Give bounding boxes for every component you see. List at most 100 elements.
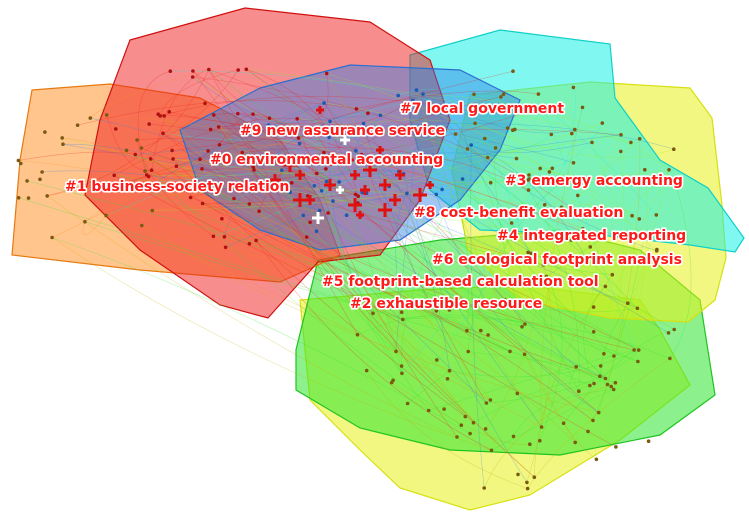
citation-node bbox=[666, 331, 671, 335]
citation-node bbox=[511, 69, 515, 73]
citation-node bbox=[632, 348, 636, 352]
citation-edge bbox=[362, 192, 638, 309]
citation-edge bbox=[592, 384, 608, 421]
citation-node bbox=[146, 174, 151, 179]
citation-edge bbox=[539, 276, 563, 441]
citation-node bbox=[354, 148, 358, 153]
citation-edge bbox=[192, 76, 341, 130]
citation-edge bbox=[219, 113, 270, 145]
citation-node bbox=[61, 142, 65, 146]
citation-node bbox=[114, 127, 118, 131]
citation-edge bbox=[401, 178, 530, 367]
citation-node bbox=[257, 209, 261, 213]
citation-edge bbox=[543, 106, 639, 362]
citation-node bbox=[465, 328, 469, 333]
hub-cross bbox=[363, 163, 377, 177]
citation-edge bbox=[52, 237, 471, 434]
citation-edge bbox=[208, 69, 341, 130]
citation-edge bbox=[213, 96, 502, 237]
citation-edge bbox=[47, 69, 210, 197]
citation-node bbox=[200, 167, 204, 171]
citation-node bbox=[133, 152, 138, 157]
citation-edge bbox=[224, 236, 511, 352]
citation-node bbox=[200, 201, 205, 206]
citation-edge bbox=[246, 69, 606, 379]
citation-node bbox=[198, 157, 202, 161]
citation-edge bbox=[513, 389, 614, 437]
citation-node bbox=[188, 195, 193, 200]
citation-edge bbox=[361, 154, 487, 404]
citation-edge bbox=[47, 137, 299, 197]
hub-cross bbox=[360, 185, 370, 195]
citation-node bbox=[479, 328, 483, 333]
citation-edge bbox=[281, 170, 397, 352]
citation-edge bbox=[172, 128, 622, 151]
hub-markers bbox=[269, 106, 434, 224]
citation-node bbox=[549, 132, 554, 137]
citation-node bbox=[486, 333, 490, 337]
citation-node bbox=[135, 138, 139, 142]
citation-node bbox=[636, 359, 640, 364]
citation-edge bbox=[391, 382, 530, 445]
citation-node bbox=[124, 148, 129, 153]
citation-node bbox=[206, 149, 210, 153]
citation-edge bbox=[225, 194, 437, 248]
citation-edge bbox=[422, 93, 670, 171]
citation-edge bbox=[400, 158, 562, 211]
citation-edge bbox=[296, 118, 458, 438]
citation-node bbox=[50, 235, 54, 240]
citation-node bbox=[360, 190, 365, 195]
citation-edge bbox=[121, 70, 514, 185]
citation-edge bbox=[158, 113, 325, 153]
citation-edge bbox=[255, 123, 364, 241]
citation-node bbox=[538, 438, 542, 443]
citation-node bbox=[667, 168, 671, 172]
hub-cross bbox=[356, 211, 364, 219]
citation-node bbox=[401, 317, 405, 322]
citation-edge bbox=[192, 76, 588, 261]
citation-node bbox=[267, 116, 272, 120]
citation-edge bbox=[289, 172, 443, 193]
citation-node bbox=[145, 188, 149, 192]
citation-node bbox=[203, 101, 207, 106]
citation-edge bbox=[213, 113, 318, 174]
citation-edge bbox=[62, 143, 363, 193]
citation-edge bbox=[242, 152, 605, 355]
citation-edge bbox=[363, 119, 553, 169]
citation-node bbox=[655, 247, 659, 252]
citation-node bbox=[240, 150, 244, 155]
citation-edge bbox=[202, 192, 367, 204]
hub-cross bbox=[283, 158, 297, 172]
citation-edge bbox=[162, 133, 374, 314]
citation-node bbox=[399, 364, 404, 368]
citation-node bbox=[591, 418, 595, 423]
citation-edge bbox=[141, 225, 599, 413]
citation-edge bbox=[524, 354, 597, 460]
citation-node bbox=[190, 75, 195, 79]
citation-node bbox=[322, 101, 326, 105]
citation-edge bbox=[561, 204, 633, 216]
citation-node bbox=[208, 127, 213, 132]
citation-node bbox=[672, 147, 676, 151]
citation-node bbox=[598, 237, 603, 242]
citation-edge bbox=[246, 69, 631, 143]
citation-edge bbox=[42, 170, 320, 211]
citation-node bbox=[488, 398, 493, 402]
citation-edge bbox=[470, 144, 580, 392]
citation-edge bbox=[455, 133, 529, 191]
citation-node bbox=[630, 213, 634, 218]
citation-edge bbox=[339, 129, 515, 183]
citation-edge bbox=[190, 197, 594, 421]
citation-edge bbox=[163, 115, 474, 423]
citation-node bbox=[354, 107, 359, 111]
citation-edge bbox=[141, 225, 450, 311]
citation-node bbox=[236, 68, 240, 72]
citation-node bbox=[281, 183, 286, 188]
citation-edge bbox=[136, 139, 214, 237]
citation-node bbox=[585, 258, 590, 263]
citation-edge bbox=[583, 286, 606, 384]
citation-node bbox=[570, 206, 575, 211]
citation-edge bbox=[150, 158, 606, 379]
citation-node bbox=[642, 233, 647, 237]
citation-edge bbox=[27, 180, 638, 362]
